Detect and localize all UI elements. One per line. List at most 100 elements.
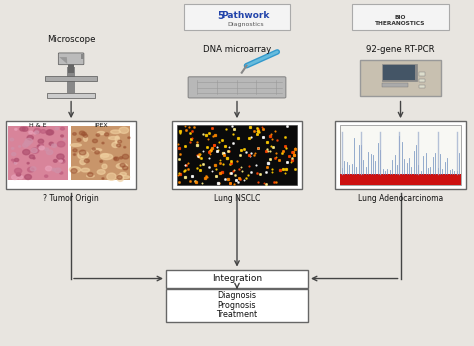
Ellipse shape <box>81 152 89 158</box>
Circle shape <box>34 132 36 134</box>
Ellipse shape <box>111 130 120 134</box>
Circle shape <box>11 153 16 156</box>
Circle shape <box>16 173 21 176</box>
Circle shape <box>46 166 52 171</box>
Ellipse shape <box>120 176 129 179</box>
Text: DNA microarray: DNA microarray <box>203 45 271 54</box>
Ellipse shape <box>102 164 107 169</box>
Circle shape <box>39 143 43 146</box>
Circle shape <box>64 138 65 140</box>
Circle shape <box>83 134 88 137</box>
Ellipse shape <box>116 163 128 169</box>
Circle shape <box>95 151 100 154</box>
Circle shape <box>31 148 39 153</box>
Ellipse shape <box>69 167 81 173</box>
Bar <box>28 58 114 98</box>
Text: Microscope: Microscope <box>47 35 95 44</box>
Circle shape <box>100 160 102 162</box>
Circle shape <box>117 175 122 179</box>
Text: Prognosis: Prognosis <box>218 301 256 310</box>
Circle shape <box>33 157 35 159</box>
Circle shape <box>23 149 30 155</box>
Circle shape <box>61 159 64 161</box>
Bar <box>8 126 68 180</box>
Circle shape <box>114 157 119 161</box>
Text: ? Tumor Origin: ? Tumor Origin <box>43 194 99 203</box>
Circle shape <box>49 142 54 145</box>
Circle shape <box>123 166 128 170</box>
Circle shape <box>96 134 100 136</box>
Ellipse shape <box>92 148 102 151</box>
Circle shape <box>18 175 23 179</box>
Circle shape <box>55 127 58 130</box>
FancyBboxPatch shape <box>58 53 84 65</box>
Circle shape <box>119 157 123 159</box>
Text: Pathwork: Pathwork <box>221 11 270 20</box>
Ellipse shape <box>87 175 94 177</box>
Circle shape <box>27 135 33 140</box>
Circle shape <box>61 135 64 137</box>
Circle shape <box>15 128 17 130</box>
Ellipse shape <box>117 174 124 181</box>
Text: Treatment: Treatment <box>217 310 257 319</box>
Ellipse shape <box>115 136 119 142</box>
Circle shape <box>73 154 76 155</box>
Circle shape <box>10 138 14 141</box>
Circle shape <box>73 133 76 135</box>
Circle shape <box>47 130 54 135</box>
Ellipse shape <box>97 170 105 174</box>
Ellipse shape <box>78 152 83 158</box>
Ellipse shape <box>81 168 90 172</box>
Ellipse shape <box>107 173 116 180</box>
Circle shape <box>102 142 104 144</box>
Circle shape <box>71 169 77 173</box>
Ellipse shape <box>80 159 86 165</box>
Bar <box>340 125 461 185</box>
Circle shape <box>45 175 48 177</box>
FancyBboxPatch shape <box>188 77 286 98</box>
Circle shape <box>39 146 43 149</box>
Circle shape <box>35 131 39 134</box>
Ellipse shape <box>100 154 109 157</box>
Bar <box>419 72 425 76</box>
Polygon shape <box>59 57 67 64</box>
FancyBboxPatch shape <box>184 4 290 30</box>
Circle shape <box>27 167 34 172</box>
Bar <box>67 67 75 92</box>
Bar <box>68 62 74 73</box>
Circle shape <box>30 167 36 171</box>
Bar <box>45 76 97 81</box>
Circle shape <box>20 127 25 131</box>
Circle shape <box>120 163 125 167</box>
Circle shape <box>92 148 95 150</box>
Circle shape <box>12 175 18 180</box>
Circle shape <box>57 142 65 147</box>
Circle shape <box>13 161 16 163</box>
Circle shape <box>34 128 41 134</box>
Text: 92-gene RT-PCR: 92-gene RT-PCR <box>366 45 435 54</box>
Circle shape <box>38 139 44 143</box>
Circle shape <box>14 162 16 164</box>
Circle shape <box>57 154 64 159</box>
Ellipse shape <box>119 127 128 134</box>
Bar <box>419 79 425 82</box>
Circle shape <box>29 131 33 134</box>
Text: 5: 5 <box>217 11 224 21</box>
Circle shape <box>25 138 33 144</box>
Circle shape <box>102 178 104 179</box>
Circle shape <box>61 127 64 130</box>
Circle shape <box>114 157 117 160</box>
Circle shape <box>88 173 93 176</box>
Circle shape <box>92 139 98 143</box>
Bar <box>47 93 95 98</box>
Ellipse shape <box>112 142 119 147</box>
Bar <box>419 85 425 88</box>
Circle shape <box>118 140 121 143</box>
Circle shape <box>54 160 57 162</box>
Circle shape <box>45 148 48 151</box>
Bar <box>336 121 465 189</box>
Circle shape <box>18 146 21 147</box>
Circle shape <box>11 147 14 149</box>
Bar <box>340 174 461 185</box>
Bar <box>6 121 137 189</box>
